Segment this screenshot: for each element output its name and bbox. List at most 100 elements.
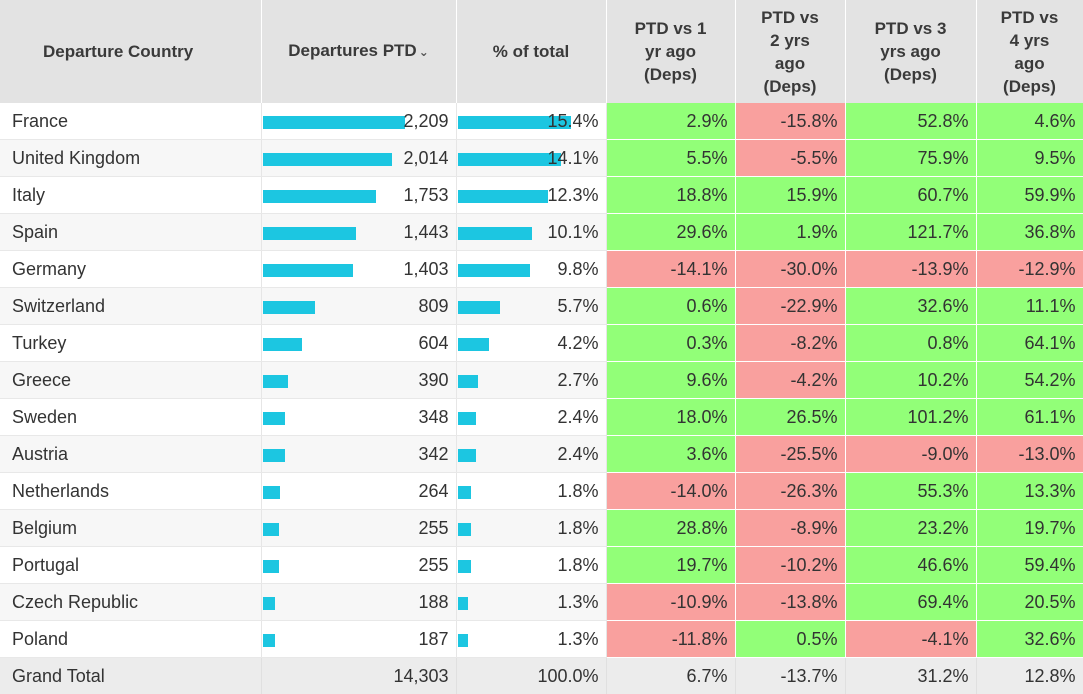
change-vs4-cell[interactable]: 19.7% (976, 510, 1083, 547)
country-cell[interactable]: Italy (0, 177, 261, 214)
change-vs2-cell[interactable]: 0.5% (735, 621, 845, 658)
country-cell[interactable]: Poland (0, 621, 261, 658)
header-ptd-vs-3yrs[interactable]: PTD vs 3 yrs ago (Deps) (845, 0, 976, 103)
departures-cell[interactable]: 1,403 (261, 251, 456, 288)
change-vs1-cell[interactable]: 9.6% (606, 362, 735, 399)
departures-cell[interactable]: 255 (261, 510, 456, 547)
pct-of-total-cell[interactable]: 1.8% (456, 547, 606, 584)
pct-of-total-cell[interactable]: 12.3% (456, 177, 606, 214)
departures-cell[interactable]: 255 (261, 547, 456, 584)
country-cell[interactable]: Czech Republic (0, 584, 261, 621)
change-vs2-cell[interactable]: -4.2% (735, 362, 845, 399)
pct-of-total-cell[interactable]: 1.3% (456, 621, 606, 658)
change-vs1-cell[interactable]: 3.6% (606, 436, 735, 473)
pct-of-total-cell[interactable]: 9.8% (456, 251, 606, 288)
sort-descending-icon[interactable]: ⌄ (419, 45, 429, 59)
change-vs2-cell[interactable]: -5.5% (735, 140, 845, 177)
change-vs3-cell[interactable]: 10.2% (845, 362, 976, 399)
departures-cell[interactable]: 188 (261, 584, 456, 621)
change-vs4-cell[interactable]: 54.2% (976, 362, 1083, 399)
pct-of-total-cell[interactable]: 2.7% (456, 362, 606, 399)
country-cell[interactable]: Netherlands (0, 473, 261, 510)
change-vs1-cell[interactable]: 28.8% (606, 510, 735, 547)
departures-cell[interactable]: 2,014 (261, 140, 456, 177)
country-cell[interactable]: Sweden (0, 399, 261, 436)
change-vs3-cell[interactable]: 55.3% (845, 473, 976, 510)
departures-cell[interactable]: 604 (261, 325, 456, 362)
pct-of-total-cell[interactable]: 1.3% (456, 584, 606, 621)
change-vs2-cell[interactable]: -26.3% (735, 473, 845, 510)
change-vs4-cell[interactable]: -13.0% (976, 436, 1083, 473)
change-vs1-cell[interactable]: 29.6% (606, 214, 735, 251)
departures-cell[interactable]: 1,753 (261, 177, 456, 214)
country-cell[interactable]: France (0, 103, 261, 140)
change-vs3-cell[interactable]: 69.4% (845, 584, 976, 621)
pct-of-total-cell[interactable]: 14.1% (456, 140, 606, 177)
departures-cell[interactable]: 390 (261, 362, 456, 399)
country-cell[interactable]: Greece (0, 362, 261, 399)
pct-of-total-cell[interactable]: 15.4% (456, 103, 606, 140)
country-cell[interactable]: United Kingdom (0, 140, 261, 177)
change-vs4-cell[interactable]: 11.1% (976, 288, 1083, 325)
change-vs3-cell[interactable]: 60.7% (845, 177, 976, 214)
departures-cell[interactable]: 264 (261, 473, 456, 510)
change-vs2-cell[interactable]: 15.9% (735, 177, 845, 214)
change-vs3-cell[interactable]: -9.0% (845, 436, 976, 473)
change-vs3-cell[interactable]: 32.6% (845, 288, 976, 325)
change-vs2-cell[interactable]: -22.9% (735, 288, 845, 325)
change-vs1-cell[interactable]: 2.9% (606, 103, 735, 140)
change-vs2-cell[interactable]: -8.2% (735, 325, 845, 362)
change-vs2-cell[interactable]: 26.5% (735, 399, 845, 436)
header-ptd-vs-1yr[interactable]: PTD vs 1 yr ago (Deps) (606, 0, 735, 103)
change-vs4-cell[interactable]: 20.5% (976, 584, 1083, 621)
change-vs4-cell[interactable]: 4.6% (976, 103, 1083, 140)
pct-of-total-cell[interactable]: 1.8% (456, 473, 606, 510)
departures-cell[interactable]: 1,443 (261, 214, 456, 251)
change-vs4-cell[interactable]: 59.9% (976, 177, 1083, 214)
header-pct-of-total[interactable]: % of total (456, 0, 606, 103)
change-vs1-cell[interactable]: 19.7% (606, 547, 735, 584)
country-cell[interactable]: Belgium (0, 510, 261, 547)
change-vs4-cell[interactable]: 61.1% (976, 399, 1083, 436)
change-vs4-cell[interactable]: 32.6% (976, 621, 1083, 658)
change-vs3-cell[interactable]: 121.7% (845, 214, 976, 251)
change-vs1-cell[interactable]: 0.6% (606, 288, 735, 325)
pct-of-total-cell[interactable]: 1.8% (456, 510, 606, 547)
change-vs1-cell[interactable]: 5.5% (606, 140, 735, 177)
change-vs3-cell[interactable]: 46.6% (845, 547, 976, 584)
departures-cell[interactable]: 342 (261, 436, 456, 473)
change-vs2-cell[interactable]: -10.2% (735, 547, 845, 584)
country-cell[interactable]: Germany (0, 251, 261, 288)
change-vs4-cell[interactable]: -12.9% (976, 251, 1083, 288)
change-vs1-cell[interactable]: -10.9% (606, 584, 735, 621)
change-vs3-cell[interactable]: -13.9% (845, 251, 976, 288)
departures-cell[interactable]: 809 (261, 288, 456, 325)
departures-cell[interactable]: 187 (261, 621, 456, 658)
change-vs1-cell[interactable]: 18.8% (606, 177, 735, 214)
change-vs3-cell[interactable]: 52.8% (845, 103, 976, 140)
departures-cell[interactable]: 2,209 (261, 103, 456, 140)
header-departure-country[interactable]: Departure Country (0, 0, 261, 103)
country-cell[interactable]: Switzerland (0, 288, 261, 325)
change-vs2-cell[interactable]: -25.5% (735, 436, 845, 473)
change-vs3-cell[interactable]: -4.1% (845, 621, 976, 658)
change-vs2-cell[interactable]: -13.8% (735, 584, 845, 621)
change-vs1-cell[interactable]: 18.0% (606, 399, 735, 436)
change-vs3-cell[interactable]: 0.8% (845, 325, 976, 362)
header-departures-ptd[interactable]: Departures PTD⌄ (261, 0, 456, 103)
change-vs4-cell[interactable]: 59.4% (976, 547, 1083, 584)
